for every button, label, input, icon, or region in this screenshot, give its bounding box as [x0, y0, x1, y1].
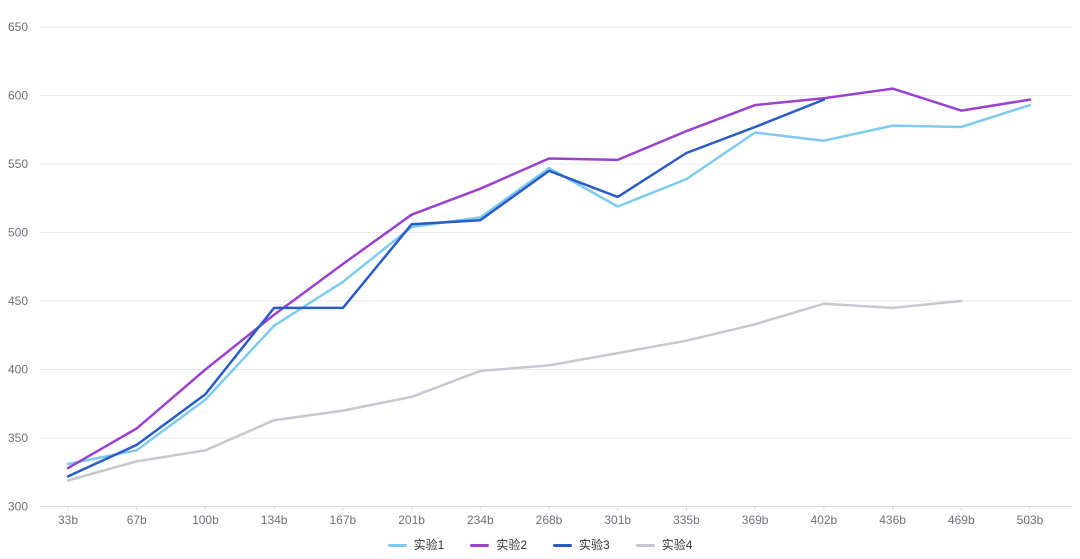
series-line-实验1	[66, 103, 1032, 466]
legend-label-实验4: 实验4	[661, 538, 693, 552]
chart-legend: 实验1 实验2 实验3 实验4	[0, 538, 1080, 552]
x-axis-label-402b: 402b	[811, 513, 838, 527]
y-axis-label-350: 350	[8, 431, 28, 445]
y-axis-label-500: 500	[8, 226, 28, 240]
series-line-实验4	[66, 299, 963, 482]
y-axis-label-650: 650	[8, 20, 28, 34]
x-axis-label-167b: 167b	[330, 513, 357, 527]
x-axis-label-33b: 33b	[58, 513, 78, 527]
legend-swatch-实验1	[387, 543, 407, 547]
x-axis-label-100b: 100b	[192, 513, 219, 527]
y-axis-label-300: 300	[8, 500, 28, 514]
legend-swatch-实验2	[470, 543, 490, 547]
x-axis-label-134b: 134b	[261, 513, 288, 527]
x-axis-label-369b: 369b	[742, 513, 769, 527]
series-line-实验3	[66, 98, 826, 478]
legend-label-实验3: 实验3	[579, 538, 610, 552]
x-axis-label-503b: 503b	[1017, 513, 1044, 527]
legend-item-实验4[interactable]: 实验4	[635, 538, 693, 552]
legend-item-实验2[interactable]: 实验2	[470, 538, 527, 552]
x-axis-label-234b: 234b	[467, 513, 494, 527]
y-axis-label-600: 600	[8, 89, 28, 103]
y-axis-label-400: 400	[8, 363, 28, 377]
x-axis-label-335b: 335b	[673, 513, 700, 527]
x-axis-label-201b: 201b	[398, 513, 425, 527]
x-axis-label-436b: 436b	[879, 513, 906, 527]
x-axis-label-268b: 268b	[536, 513, 563, 527]
x-axis-label-301b: 301b	[604, 513, 631, 527]
legend-swatch-实验3	[553, 543, 572, 547]
legend-swatch-实验4	[635, 543, 655, 547]
legend-item-实验3[interactable]: 实验3	[553, 538, 610, 552]
x-axis-label-67b: 67b	[127, 513, 147, 527]
series-line-实验2	[66, 87, 1032, 470]
legend-label-实验2: 实验2	[496, 538, 527, 552]
x-axis-label-469b: 469b	[948, 513, 975, 527]
y-axis-label-450: 450	[8, 294, 28, 308]
legend-label-实验1: 实验1	[413, 538, 445, 552]
y-axis-label-550: 550	[8, 157, 28, 171]
legend-item-实验1[interactable]: 实验1	[387, 538, 445, 552]
